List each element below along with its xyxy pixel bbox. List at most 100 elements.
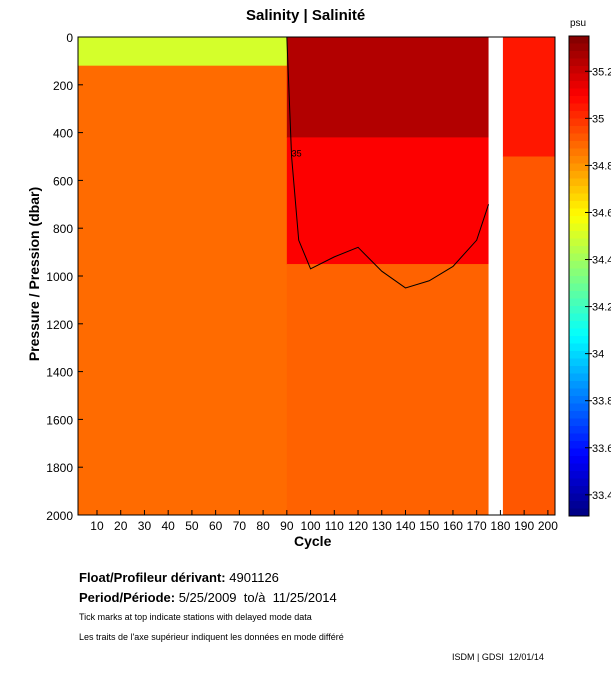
colorbar-swatch [569,493,589,502]
note-en: Tick marks at top indicate stations with… [79,612,312,622]
colorbar-swatch [569,201,589,209]
colorbar-swatch [569,373,589,382]
colorbar-tick-label: 34.8 [592,160,611,172]
colorbar-swatch [569,81,589,89]
heatmap-cell [78,37,288,67]
x-tick-label: 110 [325,519,344,533]
colorbar-tick-label: 33.8 [592,396,611,408]
colorbar-swatch [569,126,589,134]
x-tick-label: 170 [467,519,487,533]
colorbar-swatch [569,133,589,142]
colorbar-swatch [569,246,589,254]
credit: ISDM | GDSI 12/01/14 [452,652,544,662]
x-tick-label: 150 [419,519,439,533]
colorbar-swatch [569,178,589,187]
chart-title: Salinity | Salinité [246,7,366,24]
colorbar-swatch [569,253,589,262]
colorbar-swatch [569,448,589,457]
colorbar-swatch [569,66,589,74]
y-tick-label: 0 [66,31,73,45]
colorbar-swatch [569,193,589,202]
colorbar-swatch [569,58,589,67]
x-tick-label: 60 [209,519,223,533]
colorbar-swatch [569,388,589,397]
x-tick-label: 40 [161,519,175,533]
colorbar-swatch [569,381,589,389]
colorbar-swatch [569,103,589,112]
period-label-text: Period/Période: [79,590,176,605]
x-tick-label: 30 [138,519,152,533]
y-tick-label: 1600 [46,413,73,427]
colorbar-frame [568,35,590,517]
heatmap-cell [286,264,490,516]
colorbar-tick-label: 34.6 [592,207,611,219]
colorbar-swatch [569,418,589,427]
heatmap-cell [286,37,490,138]
colorbar-swatch [569,141,589,149]
colorbar-swatch [569,43,589,52]
colorbar-swatch [569,336,589,344]
colorbar-swatch [569,268,589,277]
colorbar-swatch [569,433,589,442]
colorbar-swatch [569,508,589,517]
colorbar-swatch [569,471,589,479]
contour-label: 35 [292,149,302,159]
colorbar-swatch [569,306,589,314]
colorbar-swatch [569,88,589,97]
colorbar-tick-label: 33.6 [592,443,611,455]
colorbar-swatch [569,328,589,337]
colorbar-swatch [569,261,589,269]
colorbar-swatch [569,486,589,494]
heatmap-cell [286,137,490,265]
colorbar-swatch [569,321,589,329]
colorbar-swatch [569,351,589,359]
colorbar-swatch [569,111,589,119]
y-tick-label: 1400 [46,366,73,380]
colorbar-unit: psu [570,18,587,29]
period-label: Period/Période: 5/25/2009 to/à 11/25/201… [79,590,337,605]
colorbar-tick-label: 34.2 [592,302,611,314]
y-tick-label: 1800 [46,461,73,475]
colorbar-swatch [569,358,589,367]
x-tick-label: 90 [280,519,294,533]
y-tick-label: 200 [53,79,73,93]
colorbar-swatch [569,403,589,412]
x-tick-label: 190 [514,519,534,533]
x-tick-label: 10 [90,519,104,533]
x-tick-label: 160 [443,519,463,533]
y-tick-label: 1200 [46,318,73,332]
colorbar-swatch [569,163,589,172]
colorbar-swatch [569,156,589,164]
x-tick-label: 70 [233,519,247,533]
colorbar-swatch [569,231,589,239]
colorbar-tick-label: 33.4 [592,490,611,502]
colorbar-swatch [569,51,589,59]
colorbar-swatch [569,223,589,232]
colorbar-swatch [569,208,589,217]
colorbar-swatch [569,238,589,247]
colorbar-swatch [569,216,589,224]
colorbar-swatch [569,36,589,44]
colorbar-swatch [569,366,589,374]
missing-data [488,37,503,515]
y-tick-label: 800 [53,222,73,236]
float-label: Float/Profileur dérivant: 4901126 [79,570,279,585]
colorbar-swatch [569,148,589,157]
x-tick-label: 80 [256,519,270,533]
colorbar-swatch [569,313,589,322]
colorbar-tick-label: 34 [592,349,604,361]
x-tick-label: 200 [538,519,558,533]
colorbar-tick-label: 35 [592,113,604,125]
float-label-text: Float/Profileur dérivant: [79,570,226,585]
heatmap-cell [502,156,556,516]
colorbar-swatch [569,426,589,434]
colorbar-swatch [569,411,589,419]
colorbar-tick-label: 35.2 [592,66,611,78]
colorbar-swatch [569,186,589,194]
colorbar-swatch [569,463,589,472]
colorbar-swatch [569,291,589,299]
colorbar-tick-label: 34.4 [592,255,611,267]
heatmap-cell [502,37,556,157]
